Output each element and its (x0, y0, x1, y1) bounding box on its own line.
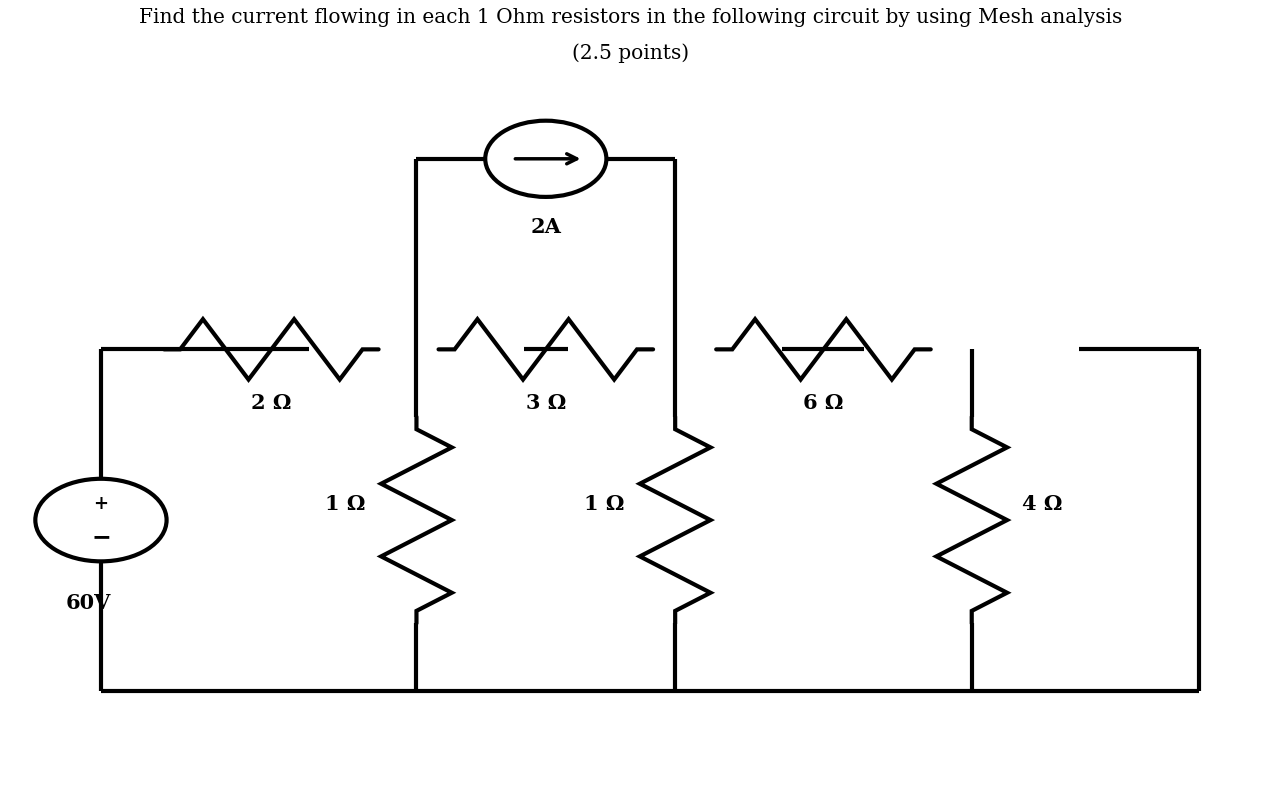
Text: 1 Ω: 1 Ω (584, 494, 625, 515)
Text: 2A: 2A (530, 217, 562, 237)
Text: +: + (93, 495, 109, 514)
Text: 2 Ω: 2 Ω (251, 393, 292, 413)
Text: Find the current flowing in each 1 Ohm resistors in the following circuit by usi: Find the current flowing in each 1 Ohm r… (139, 8, 1123, 27)
Text: 4 Ω: 4 Ω (1022, 494, 1063, 515)
Text: 6 Ω: 6 Ω (803, 393, 844, 413)
Text: 60V: 60V (66, 593, 111, 613)
Text: 1 Ω: 1 Ω (326, 494, 366, 515)
Text: 3 Ω: 3 Ω (526, 393, 565, 413)
Text: −: − (91, 526, 111, 549)
Text: (2.5 points): (2.5 points) (573, 44, 689, 64)
